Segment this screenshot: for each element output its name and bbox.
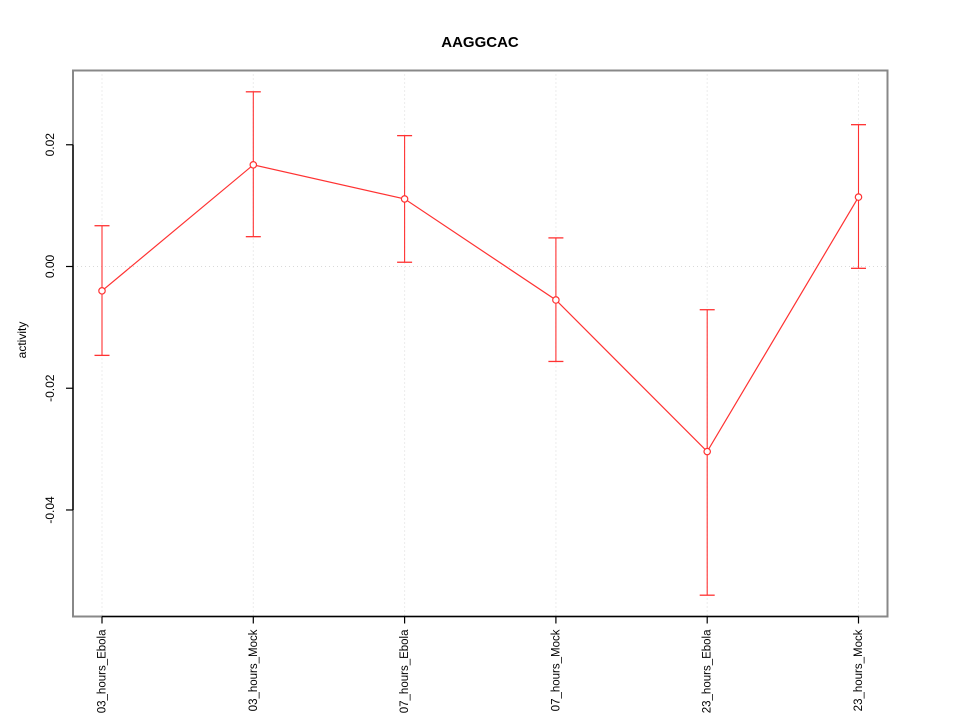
x-tick-label: 23_hours_Ebola bbox=[702, 629, 714, 713]
x-tick-label: 23_hours_Mock bbox=[853, 629, 865, 711]
data-point-marker bbox=[552, 296, 560, 304]
data-point-marker bbox=[98, 287, 106, 295]
x-tick-label: 03_hours_Mock bbox=[248, 629, 260, 711]
gridlines-layer bbox=[73, 70, 888, 617]
plot-box-layer bbox=[72, 69, 889, 618]
chart-title: AAGGCAC bbox=[441, 34, 519, 51]
series-line bbox=[101, 164, 860, 453]
y-tick-label: 0.00 bbox=[43, 254, 57, 278]
data-point-marker bbox=[249, 161, 258, 169]
x-tick-label: 03_hours_Ebola bbox=[97, 629, 109, 713]
y-tick-label: -0.02 bbox=[43, 374, 57, 402]
data-point-marker bbox=[400, 195, 409, 203]
x-tick-label: 07_hours_Ebola bbox=[399, 629, 411, 713]
data-point-marker bbox=[854, 193, 863, 201]
data-point-marker bbox=[703, 447, 712, 456]
series-layer bbox=[94, 91, 866, 596]
axes-layer: 03_hours_Ebola 03_hours_Mock 07_hours_Ebol… bbox=[43, 133, 865, 714]
y-tick-label: 0.02 bbox=[43, 133, 57, 157]
y-axis-label: activity bbox=[15, 322, 29, 359]
y-tick-label: -0.04 bbox=[43, 496, 57, 524]
plot-border bbox=[72, 69, 889, 618]
x-tick-label: 07_hours_Mock bbox=[550, 629, 562, 711]
